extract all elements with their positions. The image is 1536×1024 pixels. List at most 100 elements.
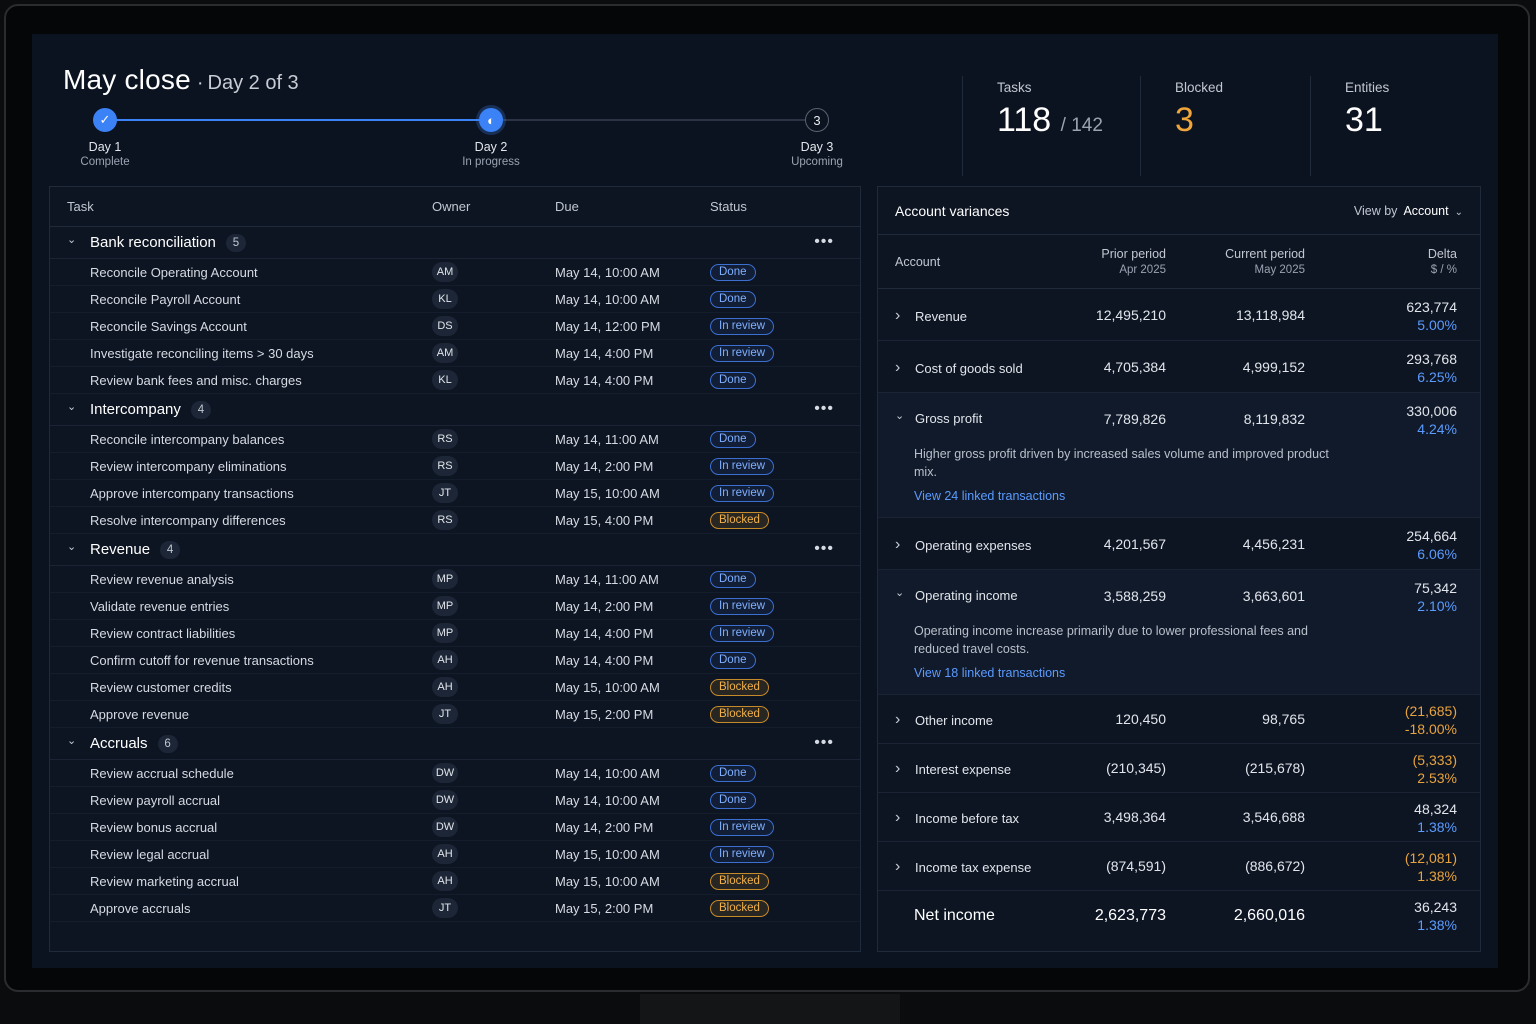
status-badge[interactable]: Blocked [710,873,769,890]
chevron-right-icon[interactable]: › [895,858,901,875]
table-row[interactable]: Review customer credits AH May 15, 10:00 A… [50,674,860,701]
status-badge[interactable]: In review [710,485,775,502]
variance-row[interactable]: › Operating expenses 4,201,567 4,456,231 254… [878,518,1480,570]
more-options-icon[interactable]: ••• [814,734,834,751]
status-badge[interactable]: Blocked [710,706,769,723]
view-by-dropdown[interactable]: View by Account ⌄ [1354,204,1463,218]
linked-transactions-link[interactable]: View 18 linked transactions [914,666,1066,680]
table-row[interactable]: Resolve intercompany differences RS May 15… [50,507,860,534]
variance-row[interactable]: › Income before tax 3,498,364 3,546,688 48,3… [878,793,1480,842]
chevron-right-icon[interactable]: › [895,536,901,553]
table-row[interactable]: Review contract liabilities MP May 14, 4:0… [50,620,860,647]
status-badge[interactable]: Blocked [710,900,769,917]
status-badge[interactable]: Done [710,571,756,588]
table-row[interactable]: Review bank fees and misc. charges KL May … [50,367,860,394]
more-options-icon[interactable]: ••• [814,540,834,557]
chevron-down-icon[interactable]: ⌄ [67,541,77,553]
variance-row[interactable]: › Income tax expense (874,591) (886,672) (12… [878,842,1480,891]
task-name[interactable]: Review bonus accrual [90,819,218,835]
status-badge[interactable]: Done [710,291,756,308]
table-row[interactable]: Reconcile Payroll Account KL May 14, 10:00… [50,286,860,313]
task-name[interactable]: Approve intercompany transactions [90,485,294,501]
status-badge[interactable]: Done [710,372,756,389]
task-name[interactable]: Review bank fees and misc. charges [90,372,302,388]
account-cell[interactable]: › Income before tax [878,801,1078,827]
status-badge[interactable]: In review [710,345,775,362]
chevron-right-icon[interactable]: › [895,359,901,376]
task-name[interactable]: Reconcile Payroll Account [90,291,241,307]
chevron-right-icon[interactable]: › [895,809,901,826]
task-name[interactable]: Resolve intercompany differences [90,512,286,528]
task-name[interactable]: Review revenue analysis [90,571,234,587]
status-badge[interactable]: Done [710,652,756,669]
task-name[interactable]: Review contract liabilities [90,625,236,641]
task-name[interactable]: Review legal accrual [90,846,210,862]
table-row[interactable]: Investigate reconciling items > 30 days A… [50,340,860,367]
chevron-right-icon[interactable]: › [895,711,901,728]
header-due[interactable]: Due [555,199,579,214]
linked-transactions-link[interactable]: View 24 linked transactions [914,489,1066,503]
status-badge[interactable]: Blocked [710,512,769,529]
table-row[interactable]: Review accrual schedule DW May 14, 10:00 A… [50,760,860,787]
task-name[interactable]: Review payroll accrual [90,792,221,808]
status-badge[interactable]: Done [710,792,756,809]
table-row[interactable]: Validate revenue entries MP May 14, 2:00 P… [50,593,860,620]
more-options-icon[interactable]: ••• [814,233,834,250]
task-name[interactable]: Review customer credits [90,679,232,695]
status-badge[interactable]: In review [710,598,775,615]
table-row[interactable]: Review revenue analysis MP May 14, 11:00 A… [50,566,860,593]
account-cell[interactable]: › Cost of goods sold [878,351,1078,377]
table-row[interactable]: Reconcile intercompany balances RS May 14,… [50,426,860,453]
task-name[interactable]: Validate revenue entries [90,598,230,614]
table-row[interactable]: Review bonus accrual DW May 14, 2:00 PM In … [50,814,860,841]
header-status[interactable]: Status [710,199,747,214]
status-badge[interactable]: In review [710,458,775,475]
header-owner[interactable]: Owner [432,199,471,214]
status-badge[interactable]: In review [710,819,775,836]
variance-row[interactable]: ⌄ Gross profit 7,789,826 8,119,832 330,006 4.… [878,393,1480,437]
chevron-right-icon[interactable]: › [895,307,901,324]
account-cell[interactable]: › Operating expenses [878,528,1078,554]
account-cell[interactable]: ⌄ Gross profit [878,403,1078,426]
status-badge[interactable]: In review [710,625,775,642]
step-day-1[interactable]: ✓ Day 1 Complete [45,108,165,168]
status-badge[interactable]: Done [710,264,756,281]
task-name[interactable]: Review intercompany eliminations [90,458,287,474]
account-cell[interactable]: › Revenue [878,299,1078,325]
status-badge[interactable]: Done [710,765,756,782]
table-row[interactable]: Review intercompany eliminations RS May 14… [50,453,860,480]
step-day-3[interactable]: 3 Day 3 Upcoming [757,108,877,168]
table-row[interactable]: Confirm cutoff for revenue transactions A… [50,647,860,674]
task-name[interactable]: Review marketing accrual [90,873,239,889]
variance-row[interactable]: › Cost of goods sold 4,705,384 4,999,152 293… [878,341,1480,393]
table-row[interactable]: Review legal accrual AH May 15, 10:00 AM In… [50,841,860,868]
task-name[interactable]: Approve revenue [90,706,190,722]
chevron-down-icon[interactable]: ⌄ [895,410,905,422]
status-badge[interactable]: Blocked [710,679,769,696]
status-badge[interactable]: Done [710,431,756,448]
header-task[interactable]: Task [67,199,94,214]
task-name[interactable]: Review accrual schedule [90,765,234,781]
account-cell[interactable]: › Interest expense [878,752,1078,778]
task-name[interactable]: Investigate reconciling items > 30 days [90,345,314,361]
more-options-icon[interactable]: ••• [814,400,834,417]
account-cell[interactable]: › Income tax expense [878,850,1078,876]
table-row[interactable]: Approve revenue JT May 15, 2:00 PM Blocked [50,701,860,728]
table-row[interactable]: Reconcile Savings Account DS May 14, 12:00… [50,313,860,340]
chevron-down-icon[interactable]: ⌄ [67,234,77,246]
chevron-down-icon[interactable]: ⌄ [67,735,77,747]
table-row[interactable]: Review marketing accrual AH May 15, 10:00 … [50,868,860,895]
task-name[interactable]: Reconcile Savings Account [90,318,247,334]
variance-row[interactable]: ⌄ Operating income 3,588,259 3,663,601 75,34… [878,570,1480,614]
account-cell[interactable]: › Other income [878,703,1078,729]
task-group-header[interactable]: ⌄ Accruals 6 ••• [50,728,860,760]
chevron-down-icon[interactable]: ⌄ [67,401,77,413]
task-name[interactable]: Confirm cutoff for revenue transactions [90,652,314,668]
table-row[interactable]: Approve accruals JT May 15, 2:00 PM Blocked [50,895,860,922]
task-group-header[interactable]: ⌄ Bank reconciliation 5 ••• [50,227,860,259]
status-badge[interactable]: In review [710,318,775,335]
table-row[interactable]: Review payroll accrual DW May 14, 10:00 AM… [50,787,860,814]
task-name[interactable]: Reconcile Operating Account [90,264,258,280]
table-row[interactable]: Approve intercompany transactions JT May 1… [50,480,860,507]
task-group-header[interactable]: ⌄ Intercompany 4 ••• [50,394,860,426]
